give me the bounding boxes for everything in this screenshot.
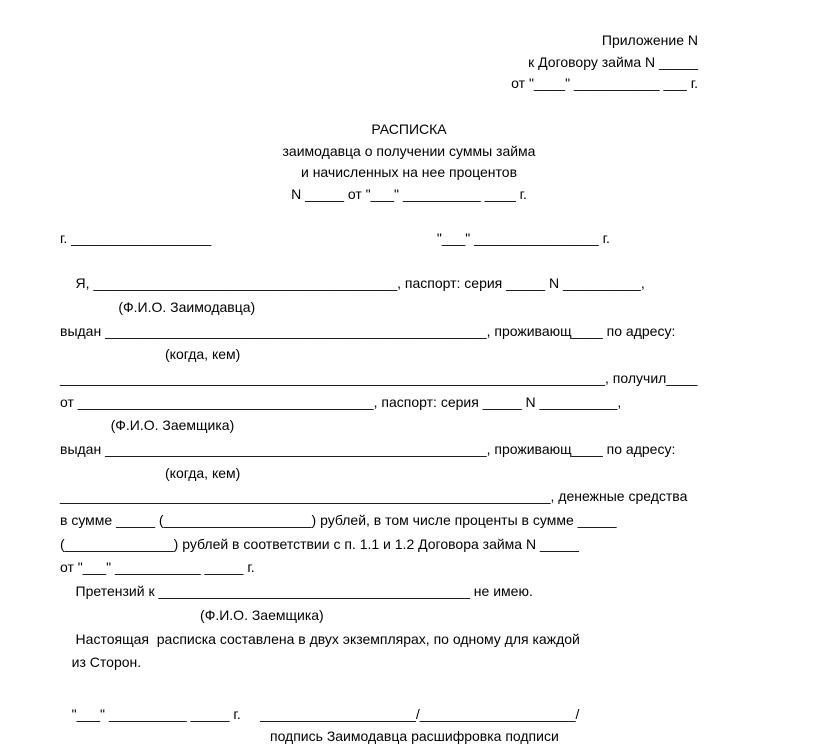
appendix-line-3: от "____" ___________ ___ г. <box>60 73 698 95</box>
sum-line-2: (______________) рублей в соответствии с… <box>60 534 758 556</box>
hint-when-by-1: (когда, кем) <box>60 344 758 366</box>
lender-line: Я, _____________________________________… <box>60 273 758 295</box>
copies-line-2: из Сторон. <box>60 652 758 674</box>
appendix-line-1: Приложение N <box>60 30 698 52</box>
signature-labels: подпись Заимодавца расшифровка подписи <box>60 726 758 747</box>
sum-line-1: в сумме _____ (___________________) рубл… <box>60 510 758 532</box>
appendix-line-2: к Договору займа N _____ <box>60 52 698 74</box>
title-numline: N _____ от "___" __________ ____ г. <box>60 184 758 206</box>
document-title: РАСПИСКА заимодавца о получении суммы за… <box>60 119 758 206</box>
city-date-line: г. __________________ "___" ____________… <box>60 228 758 250</box>
from-borrower: от _____________________________________… <box>60 392 758 414</box>
title-sub2: и начисленных на нее процентов <box>60 162 758 184</box>
title-sub1: заимодавца о получении суммы займа <box>60 141 758 163</box>
document-body: г. __________________ "___" ____________… <box>60 228 758 674</box>
signature-block: "___" __________ _____ г. ______________… <box>60 704 758 747</box>
address-money: ________________________________________… <box>60 486 758 508</box>
hint-borrower-fio-2: (Ф.И.О. Заемщика) <box>60 605 758 627</box>
sum-line-3: от "___" ___________ _____ г. <box>60 557 758 579</box>
hint-borrower-fio: (Ф.И.О. Заемщика) <box>60 415 758 437</box>
appendix-header: Приложение N к Договору займа N _____ от… <box>60 30 758 95</box>
issued-by-1: выдан __________________________________… <box>60 321 758 343</box>
copies-line-1: Настоящая расписка составлена в двух экз… <box>60 629 758 651</box>
hint-when-by-2: (когда, кем) <box>60 463 758 485</box>
title-main: РАСПИСКА <box>60 119 758 141</box>
signature-line: "___" __________ _____ г. ______________… <box>60 704 758 726</box>
issued-by-2: выдан __________________________________… <box>60 439 758 461</box>
no-claims: Претензий к ____________________________… <box>60 581 758 603</box>
hint-lender-fio: (Ф.И.О. Заимодавца) <box>60 297 758 319</box>
address-received: ________________________________________… <box>60 368 758 390</box>
